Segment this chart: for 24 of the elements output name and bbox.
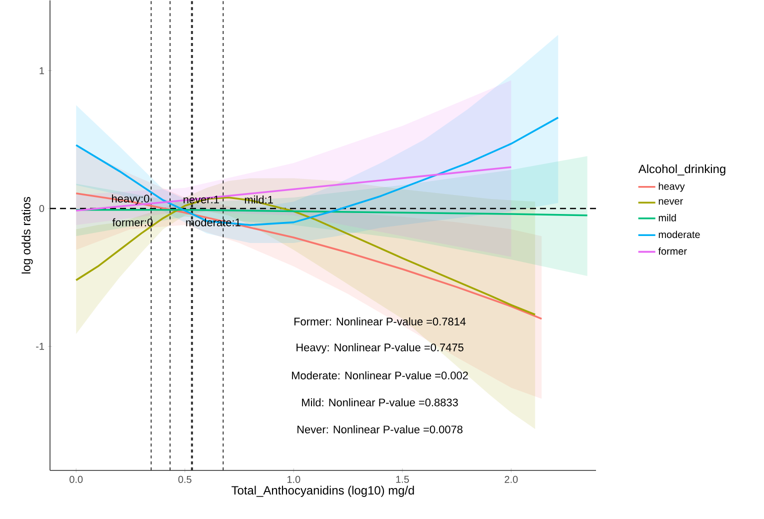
annotation: mild:1 xyxy=(244,195,273,204)
y-tick-label: 0 xyxy=(39,204,44,212)
legend-label: heavy xyxy=(658,182,685,192)
x-tick-label: 0.5 xyxy=(178,476,192,483)
y-axis-title: log odds ratios xyxy=(22,196,33,274)
x-axis-title: Total_Anthocyanidins (log10) mg/d xyxy=(232,486,414,497)
annotation: heavy:0 xyxy=(112,194,150,204)
y-tick-label: 1 xyxy=(40,67,44,74)
x-tick-label: 2.0 xyxy=(504,476,518,483)
x-tick-label: 1.5 xyxy=(396,476,409,483)
y-tick-label: -1 xyxy=(36,342,44,350)
annotation: Never: Nonlinear P-value =0.0078 xyxy=(297,425,462,434)
legend-title: Alcohol_drinking xyxy=(638,164,726,176)
annotation: Former: Nonlinear P-value =0.7814 xyxy=(294,317,466,326)
annotation: Moderate: Nonlinear P-value =0.002 xyxy=(292,371,468,380)
annotation: former:0 xyxy=(112,218,153,226)
legend-label: never xyxy=(658,199,683,204)
legend-label: former xyxy=(658,247,687,255)
annotation: Heavy: Nonlinear P-value =0.7475 xyxy=(296,343,464,354)
x-tick-label: 0.0 xyxy=(70,476,83,483)
annotation: Mild: Nonlinear P-value =0.8833 xyxy=(302,398,458,406)
x-tick-label: 1.0 xyxy=(287,476,300,483)
legend-label: mild xyxy=(658,214,676,222)
legend-label: moderate xyxy=(658,230,700,238)
